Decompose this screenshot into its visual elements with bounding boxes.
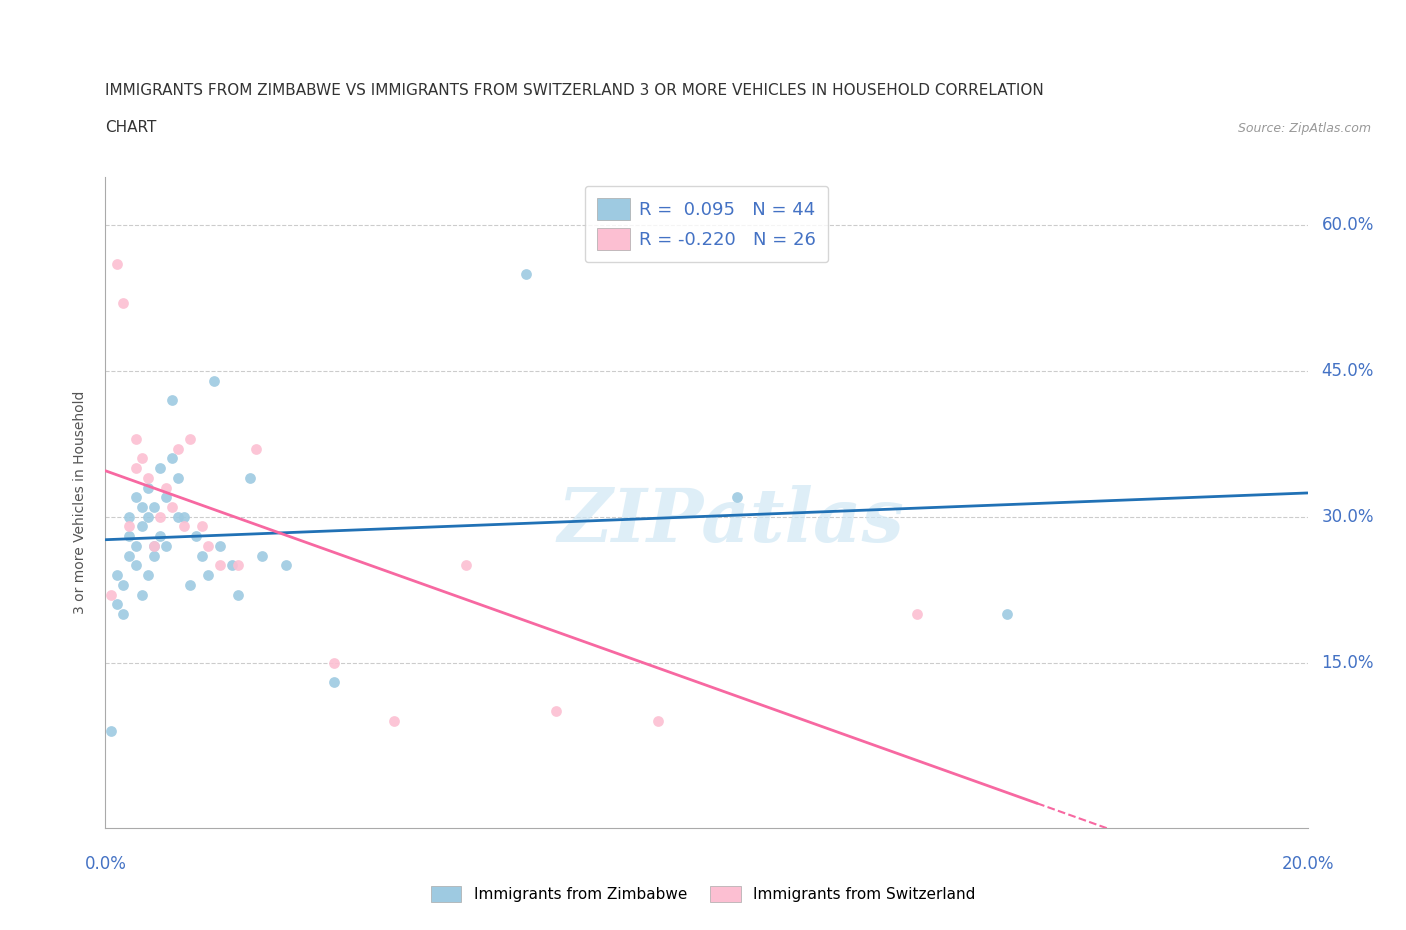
Point (112, 606, 135, 621)
Point (112, 296, 135, 311)
Y-axis label: 3 or more Vehicles in Household: 3 or more Vehicles in Household (73, 391, 87, 614)
Point (131, 587, 153, 602)
Point (136, 510, 159, 525)
Point (202, 373, 225, 388)
Point (131, 451, 153, 466)
Point (515, 266, 537, 281)
Point (173, 519, 195, 534)
Text: IMMIGRANTS FROM ZIMBABWE VS IMMIGRANTS FROM SWITZERLAND 3 OR MORE VEHICLES IN HO: IMMIGRANTS FROM ZIMBABWE VS IMMIGRANTS F… (105, 83, 1045, 98)
Point (124, 460, 146, 475)
Point (221, 558, 243, 573)
Point (166, 510, 188, 525)
Point (322, 655, 344, 670)
Point (274, 558, 297, 573)
Point (142, 499, 165, 514)
Legend: Immigrants from Zimbabwe, Immigrants from Switzerland: Immigrants from Zimbabwe, Immigrants fro… (425, 880, 981, 909)
Point (179, 578, 201, 592)
Text: 0.0%: 0.0% (84, 856, 127, 873)
Point (166, 471, 188, 485)
Point (155, 490, 177, 505)
Point (107, 257, 129, 272)
Point (118, 519, 141, 534)
Point (190, 548, 212, 563)
Point (245, 442, 267, 457)
Text: 60.0%: 60.0% (1322, 217, 1374, 234)
Point (160, 451, 183, 466)
Point (173, 510, 195, 525)
Point (131, 519, 153, 534)
Point (148, 510, 170, 525)
Point (184, 529, 207, 544)
Point (155, 480, 177, 495)
Point (226, 587, 249, 602)
Text: 30.0%: 30.0% (1322, 508, 1374, 525)
Point (124, 538, 146, 553)
Point (131, 499, 153, 514)
Point (160, 499, 183, 514)
Legend: R =  0.095   N = 44, R = -0.220   N = 26: R = 0.095 N = 44, R = -0.220 N = 26 (585, 186, 828, 262)
Point (107, 567, 129, 582)
Point (155, 538, 177, 553)
Point (179, 432, 201, 446)
Point (166, 442, 188, 457)
Point (148, 529, 170, 544)
Point (124, 432, 146, 446)
Point (100, 587, 122, 602)
Point (208, 558, 231, 573)
Point (142, 548, 165, 563)
Point (239, 471, 262, 485)
Point (118, 548, 141, 563)
Text: ZIPatlas: ZIPatlas (557, 485, 904, 558)
Point (124, 558, 146, 573)
Point (905, 606, 928, 621)
Point (136, 567, 159, 582)
Point (546, 704, 568, 719)
Point (142, 538, 165, 553)
Point (382, 713, 405, 728)
Point (136, 471, 159, 485)
Point (160, 392, 183, 407)
Point (190, 519, 212, 534)
Point (124, 490, 146, 505)
Point (142, 538, 165, 553)
Point (226, 558, 249, 573)
Point (112, 578, 135, 592)
Point (647, 713, 669, 728)
Text: 15.0%: 15.0% (1322, 654, 1374, 671)
Point (100, 724, 122, 738)
Point (197, 567, 219, 582)
Text: CHART: CHART (105, 120, 157, 135)
Point (208, 538, 231, 553)
Point (725, 490, 748, 505)
Point (197, 538, 219, 553)
Text: 20.0%: 20.0% (1281, 856, 1334, 873)
Text: 45.0%: 45.0% (1322, 362, 1374, 380)
Point (148, 460, 170, 475)
Point (136, 480, 159, 495)
Point (118, 510, 141, 525)
Text: Source: ZipAtlas.com: Source: ZipAtlas.com (1237, 122, 1371, 135)
Point (250, 548, 273, 563)
Point (322, 674, 344, 689)
Point (995, 606, 1018, 621)
Point (118, 529, 141, 544)
Point (454, 558, 477, 573)
Point (107, 597, 129, 612)
